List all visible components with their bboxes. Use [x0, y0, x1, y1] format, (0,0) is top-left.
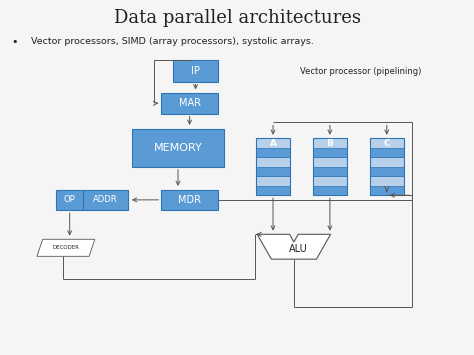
- FancyBboxPatch shape: [256, 157, 290, 167]
- FancyBboxPatch shape: [256, 167, 290, 176]
- FancyBboxPatch shape: [132, 129, 224, 167]
- FancyBboxPatch shape: [256, 176, 290, 186]
- Text: Vector processor (pipelining): Vector processor (pipelining): [300, 66, 421, 76]
- Text: •: •: [12, 37, 18, 47]
- Text: B: B: [327, 139, 333, 148]
- FancyBboxPatch shape: [313, 157, 347, 167]
- FancyBboxPatch shape: [83, 190, 128, 210]
- FancyBboxPatch shape: [313, 148, 347, 157]
- Polygon shape: [257, 234, 331, 259]
- Text: DECODER: DECODER: [53, 245, 79, 250]
- FancyBboxPatch shape: [256, 186, 290, 195]
- Text: Data parallel architectures: Data parallel architectures: [113, 9, 361, 27]
- FancyBboxPatch shape: [161, 190, 218, 210]
- FancyBboxPatch shape: [370, 176, 404, 186]
- FancyBboxPatch shape: [56, 190, 83, 210]
- Polygon shape: [37, 239, 95, 256]
- FancyBboxPatch shape: [370, 167, 404, 176]
- FancyBboxPatch shape: [370, 157, 404, 167]
- FancyBboxPatch shape: [256, 138, 290, 148]
- FancyBboxPatch shape: [313, 186, 347, 195]
- FancyBboxPatch shape: [370, 148, 404, 157]
- FancyBboxPatch shape: [313, 138, 347, 148]
- Text: ADDR: ADDR: [93, 195, 118, 204]
- Text: MDR: MDR: [178, 195, 201, 205]
- FancyBboxPatch shape: [256, 148, 290, 157]
- Text: ALU: ALU: [289, 244, 308, 253]
- Text: OP: OP: [64, 195, 75, 204]
- Text: IP: IP: [191, 66, 200, 76]
- Text: MAR: MAR: [179, 98, 201, 108]
- FancyBboxPatch shape: [313, 176, 347, 186]
- FancyBboxPatch shape: [370, 138, 404, 148]
- FancyBboxPatch shape: [173, 60, 218, 82]
- FancyBboxPatch shape: [313, 167, 347, 176]
- FancyBboxPatch shape: [161, 93, 218, 114]
- FancyBboxPatch shape: [370, 186, 404, 195]
- Text: A: A: [270, 139, 276, 148]
- Text: C: C: [383, 139, 390, 148]
- Text: MEMORY: MEMORY: [154, 143, 202, 153]
- Text: Vector processors, SIMD (array processors), systolic arrays.: Vector processors, SIMD (array processor…: [31, 37, 314, 46]
